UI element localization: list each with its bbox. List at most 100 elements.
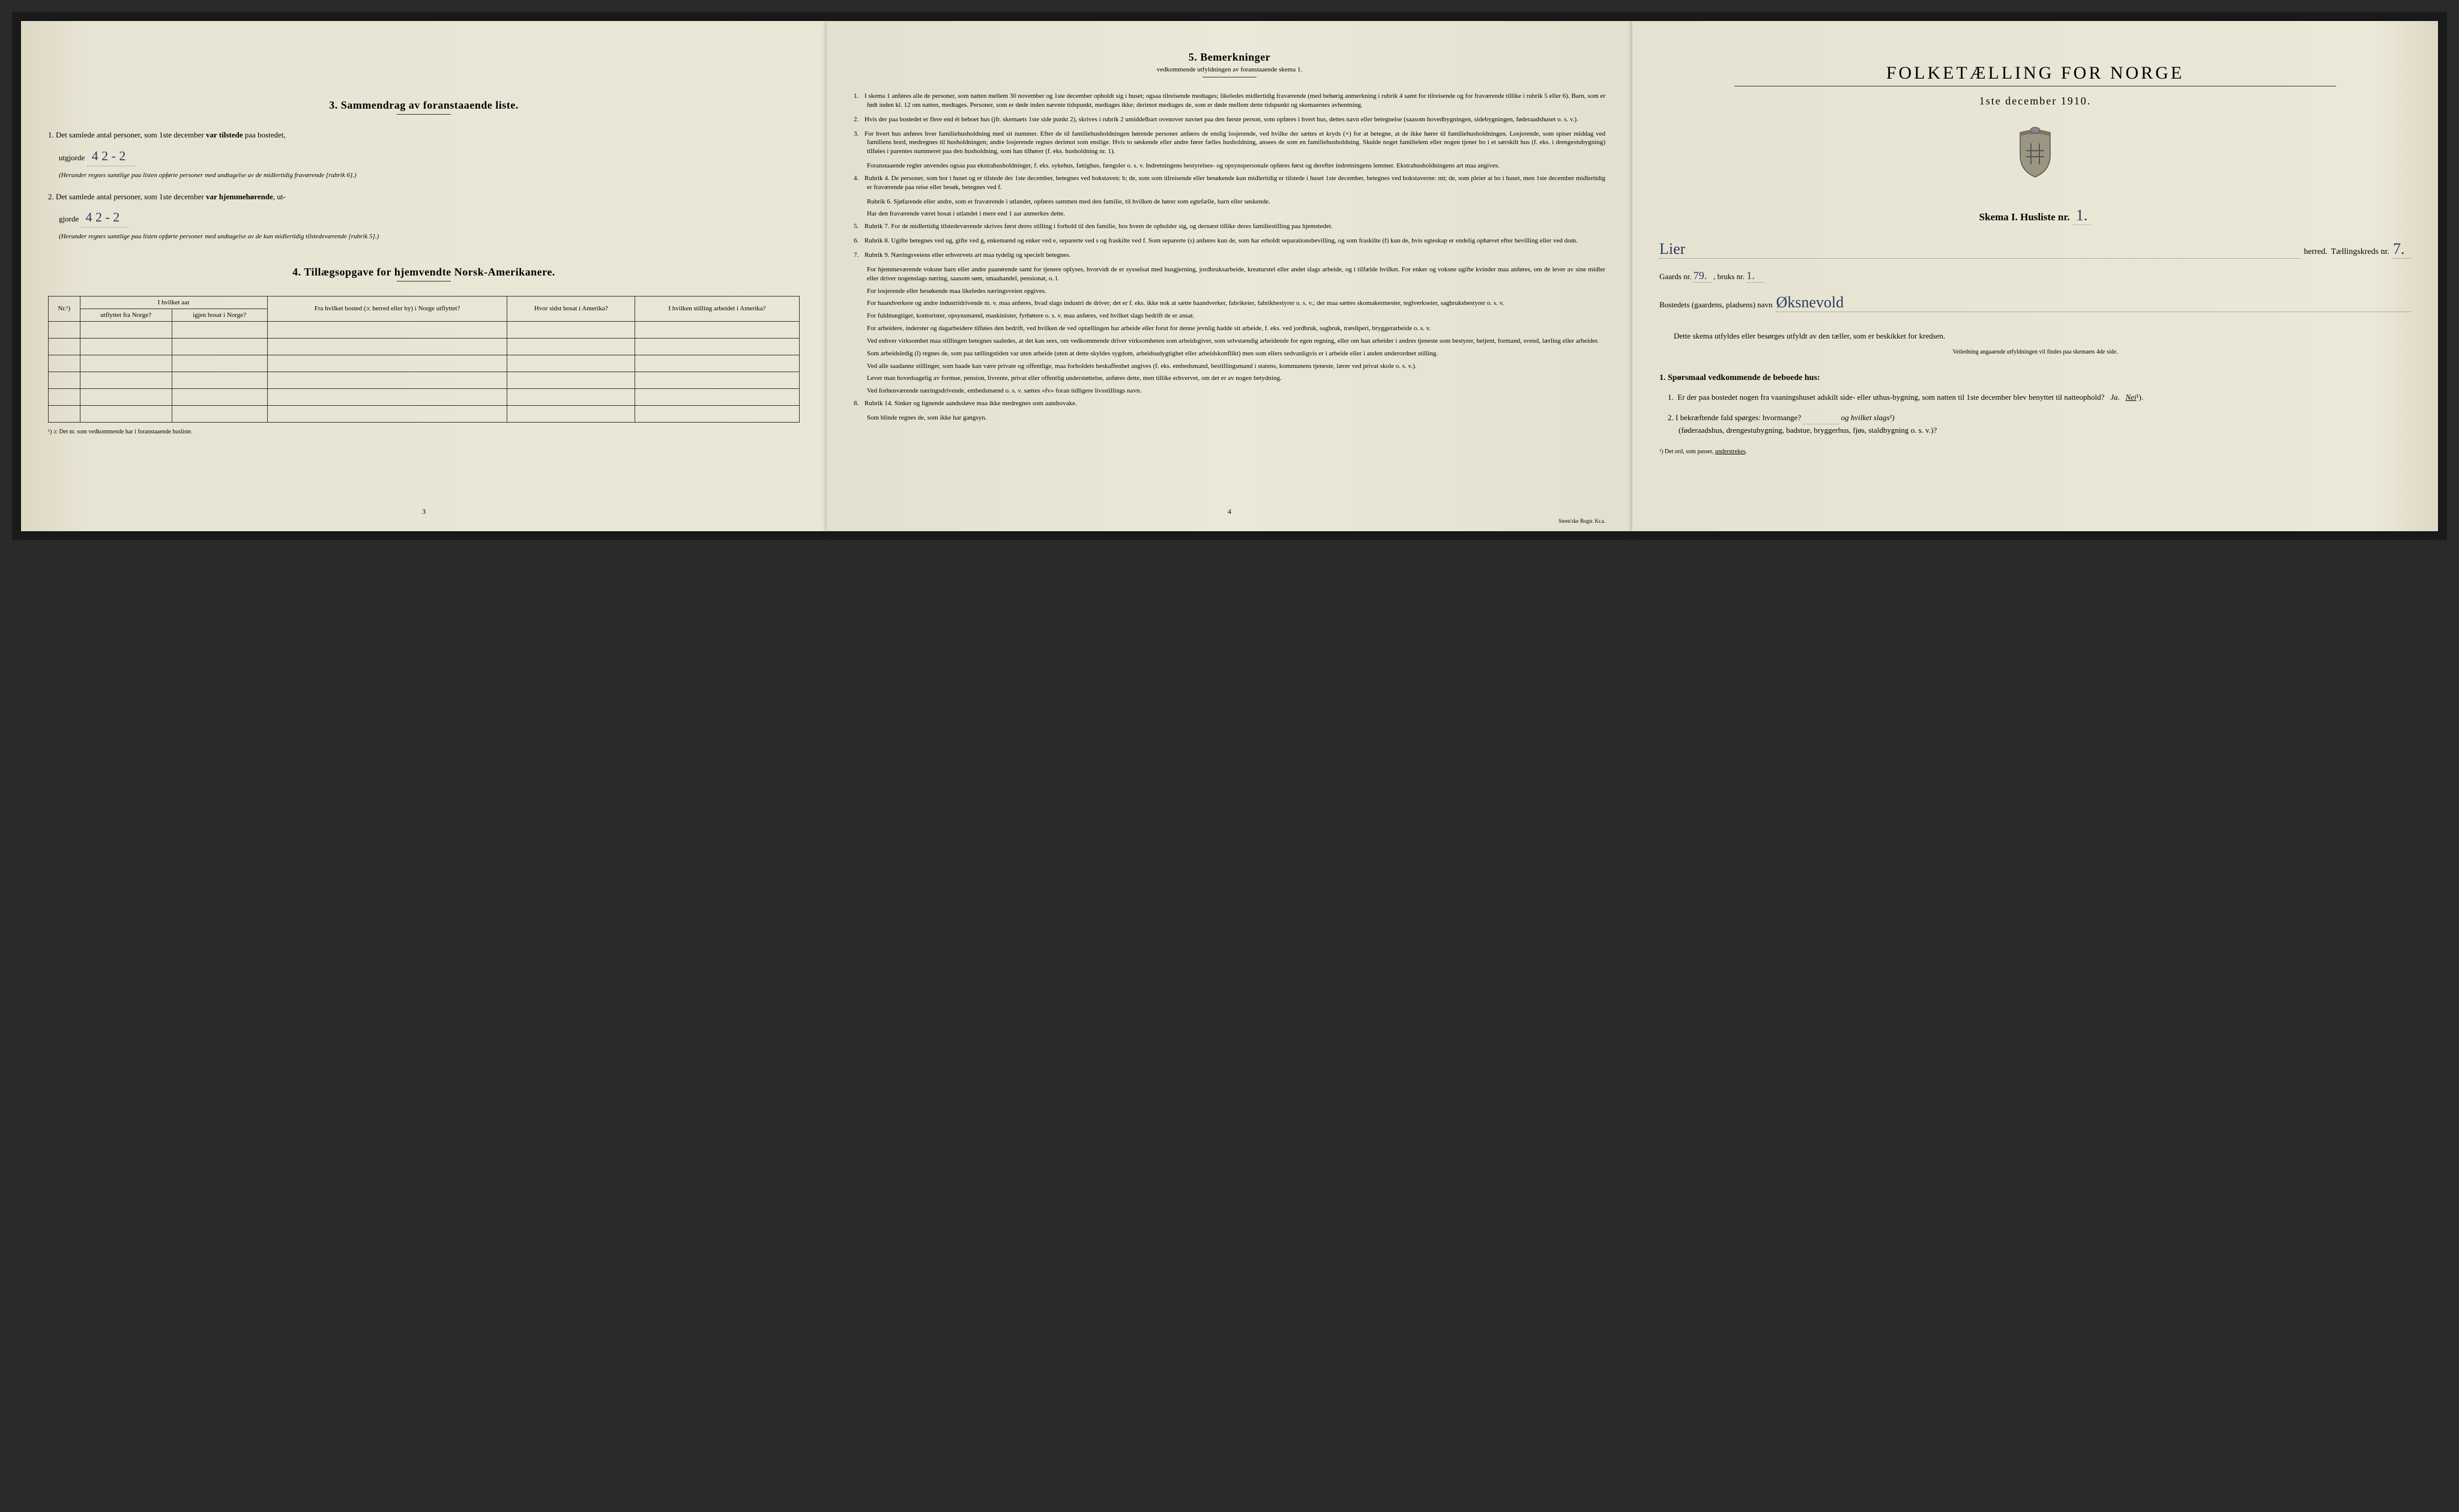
note-1: (Herunder regnes samtlige paa listen opf… bbox=[48, 171, 800, 180]
bruks-label: , bruks nr. bbox=[1713, 272, 1745, 281]
bemerk-item: For arbeidere, inderster og dagarbeidere… bbox=[854, 324, 1605, 333]
table-cell bbox=[635, 321, 799, 338]
text-bold: var hjemmehørende bbox=[206, 192, 273, 201]
item-text: Rubrik 8. Ugifte betegnes ved ug, gifte … bbox=[864, 237, 1578, 244]
table-cell bbox=[172, 321, 267, 338]
table-cell bbox=[507, 405, 635, 422]
gaards-label: Gaards nr. bbox=[1659, 272, 1691, 281]
bemerk-item: For hjemmeværende voksne barn eller andr… bbox=[854, 265, 1605, 283]
page-4: 5. Bemerkninger vedkommende utfyldningen… bbox=[827, 21, 1632, 531]
item-text: Ved enhver virksomhet maa stillingen bet… bbox=[867, 337, 1599, 345]
item-text: Har den fraværende været bosat i utlande… bbox=[867, 210, 1065, 217]
question-1: 1. Er der paa bostedet nogen fra vaaning… bbox=[1659, 391, 2411, 403]
page-number-4: 4 bbox=[827, 507, 1632, 516]
table-row bbox=[49, 405, 800, 422]
document-tri-fold: 3. Sammendrag av foranstaaende liste. 1.… bbox=[12, 12, 2447, 540]
bemerk-item: For fuldmægtiger, kontorister, opsynsmæn… bbox=[854, 312, 1605, 321]
table-cell bbox=[635, 405, 799, 422]
taellingskreds-label: Tællingskreds nr. bbox=[2331, 247, 2389, 257]
item-number: 5. bbox=[854, 222, 864, 231]
text: , ut- bbox=[273, 192, 286, 201]
table-head: Nr.¹) I hvilket aar Fra hvilket bosted (… bbox=[49, 296, 800, 321]
table-row bbox=[49, 372, 800, 388]
col-amerika: Hvor sidst bosat i Amerika? bbox=[507, 296, 635, 321]
item-text: Lever man hovedsagelig av formue, pensio… bbox=[867, 375, 1282, 382]
bemerk-item: 6. Rubrik 8. Ugifte betegnes ved ug, gif… bbox=[854, 236, 1605, 245]
item-text: Rubrik 7. For de midlertidig tilstedevær… bbox=[864, 223, 1333, 230]
col-nr: Nr.¹) bbox=[49, 296, 80, 321]
bemerk-item: For losjerende eller besøkende maa likel… bbox=[854, 287, 1605, 296]
table-cell bbox=[172, 405, 267, 422]
bosted-label: Bostedets (gaardens, pladsens) navn bbox=[1659, 300, 1772, 310]
bemerk-item: For haandverkere og andre industridriven… bbox=[854, 299, 1605, 308]
underline bbox=[397, 281, 451, 282]
bemerk-item: Har den fraværende været bosat i utlande… bbox=[854, 209, 1605, 218]
bemerk-item: Ved alle saadanne stillinger, som baade … bbox=[854, 362, 1605, 371]
q2-blank1 bbox=[1803, 412, 1839, 424]
underline bbox=[397, 114, 451, 115]
gaards-bruks-line: Gaards nr. 79. , bruks nr. 1. bbox=[1659, 270, 2411, 283]
q2-a: 2. I bekræftende fald spørges: hvormange… bbox=[1668, 413, 1801, 422]
col-igjen: igjen bosat i Norge? bbox=[172, 309, 267, 321]
text: 1. Det samlede antal personer, som 1ste … bbox=[48, 130, 206, 139]
item-text: I skema 1 anføres alle de personer, som … bbox=[864, 92, 1605, 109]
q2-b: og hvilket slags¹) bbox=[1841, 413, 1895, 422]
cover-instruction: Dette skema utfyldes eller besørges utfy… bbox=[1659, 330, 2411, 343]
label: utgjorde bbox=[59, 153, 85, 162]
table-cell bbox=[635, 355, 799, 372]
table-cell bbox=[507, 338, 635, 355]
q2-c: (føderaadshus, drengestubygning, badstue… bbox=[1679, 426, 1937, 435]
herred-label: herred. bbox=[2304, 247, 2328, 257]
item-text: Ved alle saadanne stillinger, som baade … bbox=[867, 363, 1416, 370]
bemerk-item: Lever man hovedsagelig av formue, pensio… bbox=[854, 374, 1605, 383]
item-text: Rubrik 6. Sjøfarende eller andre, som er… bbox=[867, 198, 1270, 205]
table-cell bbox=[80, 321, 172, 338]
gaards-value: 79. bbox=[1694, 270, 1712, 283]
bemerk-item: 1. I skema 1 anføres alle de personer, s… bbox=[854, 92, 1605, 110]
cover-small-note: Veiledning angaaende utfyldningen vil fi… bbox=[1659, 349, 2411, 355]
coat-of-arms-icon bbox=[1659, 125, 2411, 182]
q1-text: 1. Er der paa bostedet nogen fra vaaning… bbox=[1668, 393, 2143, 402]
page-number-3: 3 bbox=[21, 507, 827, 516]
table-row bbox=[49, 355, 800, 372]
table-cell bbox=[267, 405, 507, 422]
item-number: 3. bbox=[854, 130, 864, 139]
item-1-line2: utgjorde 4 2 - 2 bbox=[48, 146, 800, 166]
item-text: For fuldmægtiger, kontorister, opsynsmæn… bbox=[867, 312, 1194, 319]
item-number: 8. bbox=[854, 399, 864, 408]
table-cell bbox=[507, 355, 635, 372]
section4-heading: 4. Tillægsopgave for hjemvendte Norsk-Am… bbox=[48, 266, 800, 279]
bruks-value: 1. bbox=[1746, 270, 1764, 283]
col-bosted: Fra hvilket bosted (ɔ: herred eller by) … bbox=[267, 296, 507, 321]
amerikanere-table: Nr.¹) I hvilket aar Fra hvilket bosted (… bbox=[48, 296, 800, 423]
bemerk-item: Ved forhenværende næringsdrivende, embed… bbox=[854, 387, 1605, 396]
herred-line: Lier herred. Tællingskreds nr. 7. bbox=[1659, 240, 2411, 259]
bemerk-item: Som arbeidsledig (l) regnes de, som paa … bbox=[854, 349, 1605, 358]
table-cell bbox=[172, 388, 267, 405]
table-cell bbox=[80, 372, 172, 388]
bemerk-item: 7. Rubrik 9. Næringsveiens eller erhverv… bbox=[854, 251, 1605, 260]
bosted-line: Bostedets (gaardens, pladsens) navn Øksn… bbox=[1659, 294, 2411, 312]
col-stilling: I hvilken stilling arbeidet i Amerika? bbox=[635, 296, 799, 321]
table-cell bbox=[267, 355, 507, 372]
item-text: Rubrik 9. Næringsveiens eller erhvervets… bbox=[864, 251, 1070, 259]
table-cell bbox=[49, 321, 80, 338]
table-cell bbox=[172, 372, 267, 388]
item-text: Ved forhenværende næringsdrivende, embed… bbox=[867, 387, 1141, 394]
item-number: 7. bbox=[854, 251, 864, 260]
item-text: Foranstaaende regler anvendes ogsaa paa … bbox=[867, 162, 1500, 169]
bemerk-item: Foranstaaende regler anvendes ogsaa paa … bbox=[854, 161, 1605, 170]
table-row bbox=[49, 321, 800, 338]
husliste-nr: 1. bbox=[2072, 206, 2092, 225]
item-text: For hjemmeværende voksne barn eller andr… bbox=[867, 266, 1605, 282]
handwritten-value-1: 4 2 - 2 bbox=[87, 146, 135, 166]
item-1: 1. Det samlede antal personer, som 1ste … bbox=[48, 129, 800, 141]
table-footnote: ¹) ɔ: Det nr. som vedkommende har i fora… bbox=[48, 429, 800, 435]
item-text: Som arbeidsledig (l) regnes de, som paa … bbox=[867, 350, 1438, 357]
table-cell bbox=[49, 388, 80, 405]
bemerk-item: Rubrik 6. Sjøfarende eller andre, som er… bbox=[854, 197, 1605, 206]
table-cell bbox=[267, 321, 507, 338]
table-cell bbox=[49, 355, 80, 372]
item-text: For haandverkere og andre industridriven… bbox=[867, 300, 1504, 307]
item-text: Som blinde regnes de, som ikke har gangs… bbox=[867, 414, 987, 421]
